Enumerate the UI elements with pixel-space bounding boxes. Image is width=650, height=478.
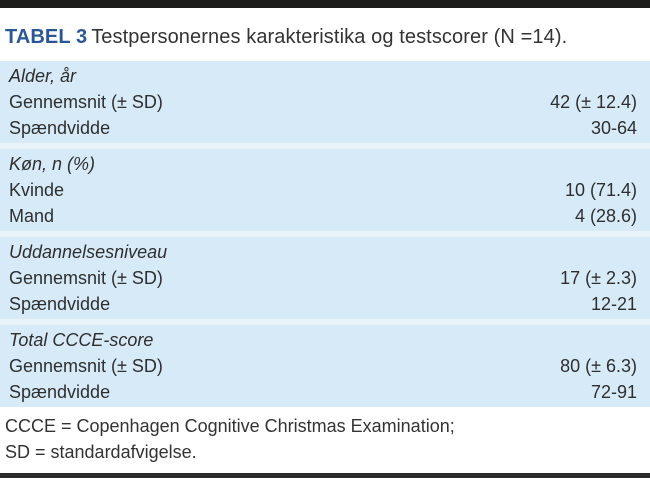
row-label: Spændvidde <box>9 118 111 138</box>
table-row: Spændvidde 12-21 <box>9 291 637 317</box>
table-row: Gennemsnit (± SD) 80 (± 6.3) <box>9 353 637 379</box>
row-value: 4 (28.6) <box>574 206 637 226</box>
section-header-row: Uddannelsesniveau <box>9 239 637 265</box>
section-divider <box>0 143 650 149</box>
row-label: Mand <box>9 206 55 226</box>
row-label: Gennemsnit (± SD) <box>9 356 163 376</box>
table-row: Mand 4 (28.6) <box>9 203 637 229</box>
section-header-row: Køn, n (%) <box>9 151 637 177</box>
section-education: Uddannelsesniveau Gennemsnit (± SD) 17 (… <box>0 237 650 319</box>
section-header-row: Alder, år <box>9 63 637 89</box>
top-rule <box>0 0 650 8</box>
row-value: 10 (71.4) <box>564 180 637 200</box>
row-value: 80 (± 6.3) <box>560 356 637 376</box>
bottom-rule <box>0 473 650 478</box>
section-header: Køn, n (%) <box>9 154 96 174</box>
row-value: 72-91 <box>590 382 637 402</box>
row-label: Kvinde <box>9 180 65 200</box>
table-title-text: Testpersonernes karakteristika og testsc… <box>91 26 568 48</box>
table-number-label: TABEL 3 <box>5 26 88 48</box>
section-header: Uddannelsesniveau <box>9 242 168 262</box>
table-row: Gennemsnit (± SD) 42 (± 12.4) <box>9 89 637 115</box>
characteristics-table: Alder, år Gennemsnit (± SD) 42 (± 12.4) … <box>0 61 650 407</box>
row-label: Gennemsnit (± SD) <box>9 92 163 112</box>
table-caption: TABEL 3 Testpersonernes karakteristika og… <box>5 24 644 51</box>
section-ccce-score: Total CCCE-score Gennemsnit (± SD) 80 (±… <box>0 325 650 407</box>
row-value: 42 (± 12.4) <box>550 92 637 112</box>
section-header-row: Total CCCE-score <box>9 327 637 353</box>
section-gender: Køn, n (%) Kvinde 10 (71.4) Mand 4 (28.6… <box>0 149 650 231</box>
row-value: 30-64 <box>590 118 637 138</box>
table-row: Gennemsnit (± SD) 17 (± 2.3) <box>9 265 637 291</box>
table-row: Spændvidde 30-64 <box>9 115 637 141</box>
row-value: 12-21 <box>590 294 637 314</box>
row-label: Spændvidde <box>9 294 111 314</box>
footnote-line-2: SD = standardafvigelse. <box>5 442 197 462</box>
section-divider <box>0 231 650 237</box>
section-divider <box>0 319 650 325</box>
row-label: Gennemsnit (± SD) <box>9 268 163 288</box>
section-header: Alder, år <box>9 66 77 86</box>
table-footnote: CCCE = Copenhagen Cognitive Christmas Ex… <box>5 413 644 465</box>
footnote-line-1: CCCE = Copenhagen Cognitive Christmas Ex… <box>5 416 455 436</box>
section-header: Total CCCE-score <box>9 330 154 350</box>
table-row: Spændvidde 72-91 <box>9 379 637 405</box>
row-label: Spændvidde <box>9 382 111 402</box>
table-row: Kvinde 10 (71.4) <box>9 177 637 203</box>
section-age: Alder, år Gennemsnit (± SD) 42 (± 12.4) … <box>0 61 650 143</box>
row-value: 17 (± 2.3) <box>560 268 637 288</box>
